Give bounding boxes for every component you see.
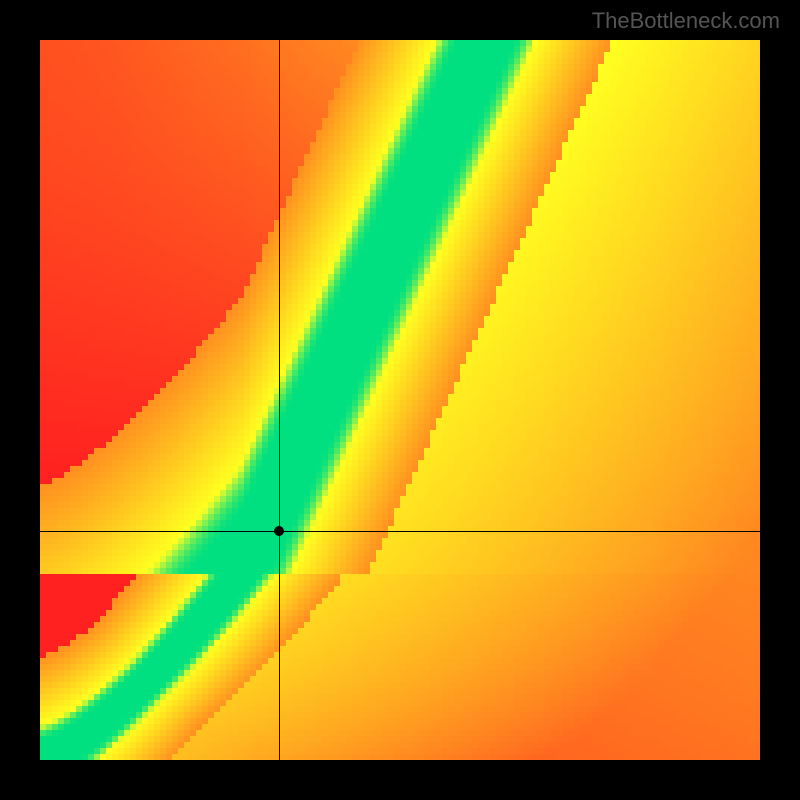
marker-dot — [274, 526, 284, 536]
heatmap-canvas — [40, 40, 760, 760]
crosshair-vertical — [279, 40, 280, 760]
plot-area — [40, 40, 760, 760]
crosshair-horizontal — [40, 531, 760, 532]
watermark-text: TheBottleneck.com — [592, 8, 780, 34]
